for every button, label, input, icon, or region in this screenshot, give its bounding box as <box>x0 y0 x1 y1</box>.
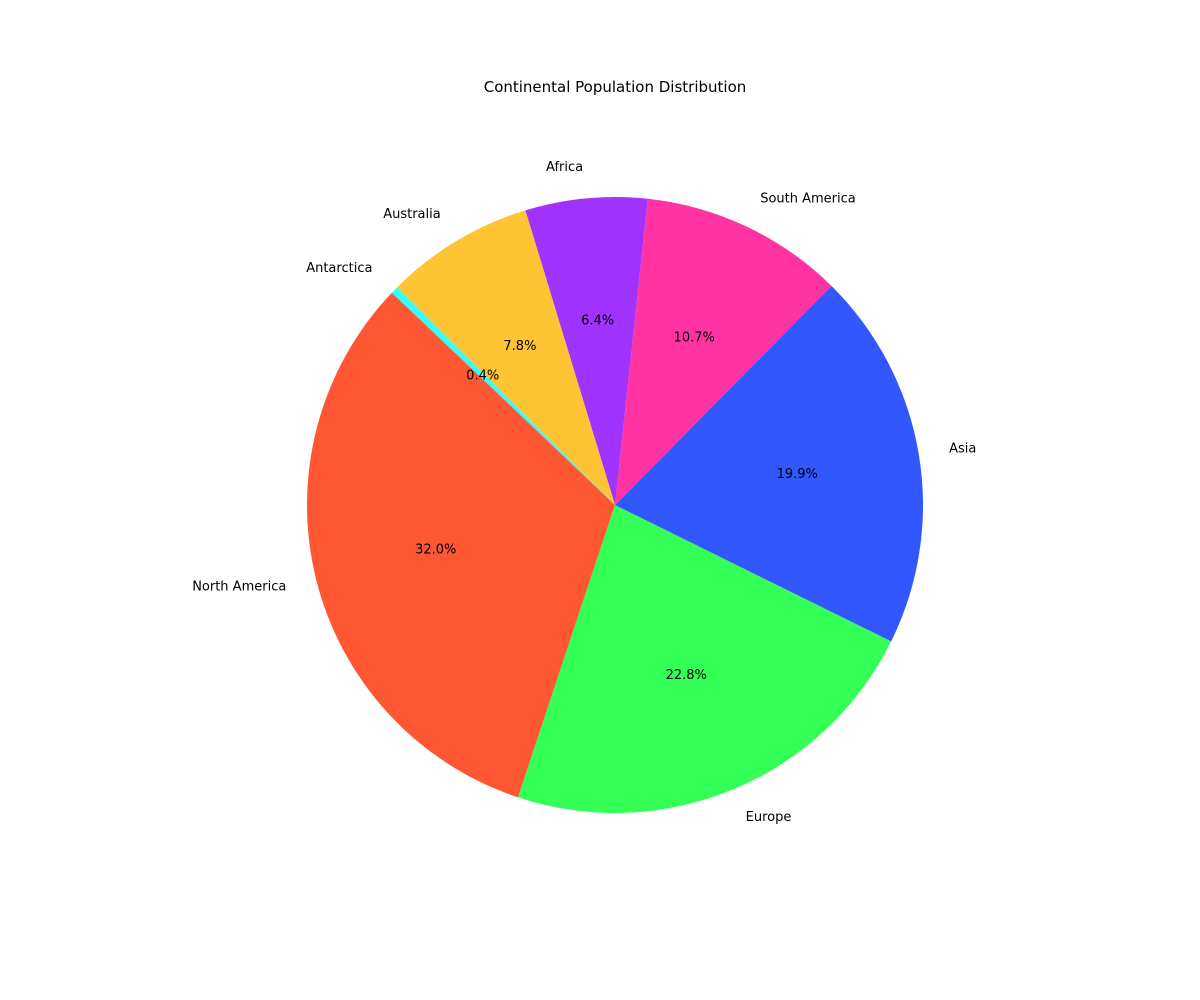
slice-label-africa: Africa <box>546 160 583 175</box>
chart-title: Continental Population Distribution <box>484 78 747 96</box>
slice-percent-africa: 6.4% <box>581 314 614 329</box>
pie-slice-asia <box>615 285 923 642</box>
slice-percent-south-america: 10.7% <box>674 331 715 346</box>
slice-percent-europe: 22.8% <box>666 668 707 683</box>
pie-labels: Antarctica 0.4% North America 32.0% Europe 22… <box>192 160 976 825</box>
pie-slice-north-america <box>306 292 615 798</box>
slice-percent-australia: 7.8% <box>503 339 536 354</box>
pie-slice-australia <box>397 210 615 505</box>
slice-label-antarctica: Antarctica <box>306 261 372 276</box>
slice-label-asia: Asia <box>949 441 976 456</box>
slice-label-south-america: South America <box>760 191 856 206</box>
pie-slice-south-america <box>615 198 832 505</box>
slice-percent-north-america: 32.0% <box>415 542 456 557</box>
pie-slice-europe <box>517 505 892 813</box>
slice-percent-asia: 19.9% <box>777 467 818 482</box>
pie-slice-africa <box>525 197 648 505</box>
pie-slice-antarctica <box>391 287 615 505</box>
pie-slices <box>306 197 923 813</box>
slice-percent-antarctica: 0.4% <box>466 368 499 383</box>
slice-label-australia: Australia <box>383 207 441 222</box>
slice-label-north-america: North America <box>192 580 286 595</box>
slice-label-europe: Europe <box>746 810 792 825</box>
